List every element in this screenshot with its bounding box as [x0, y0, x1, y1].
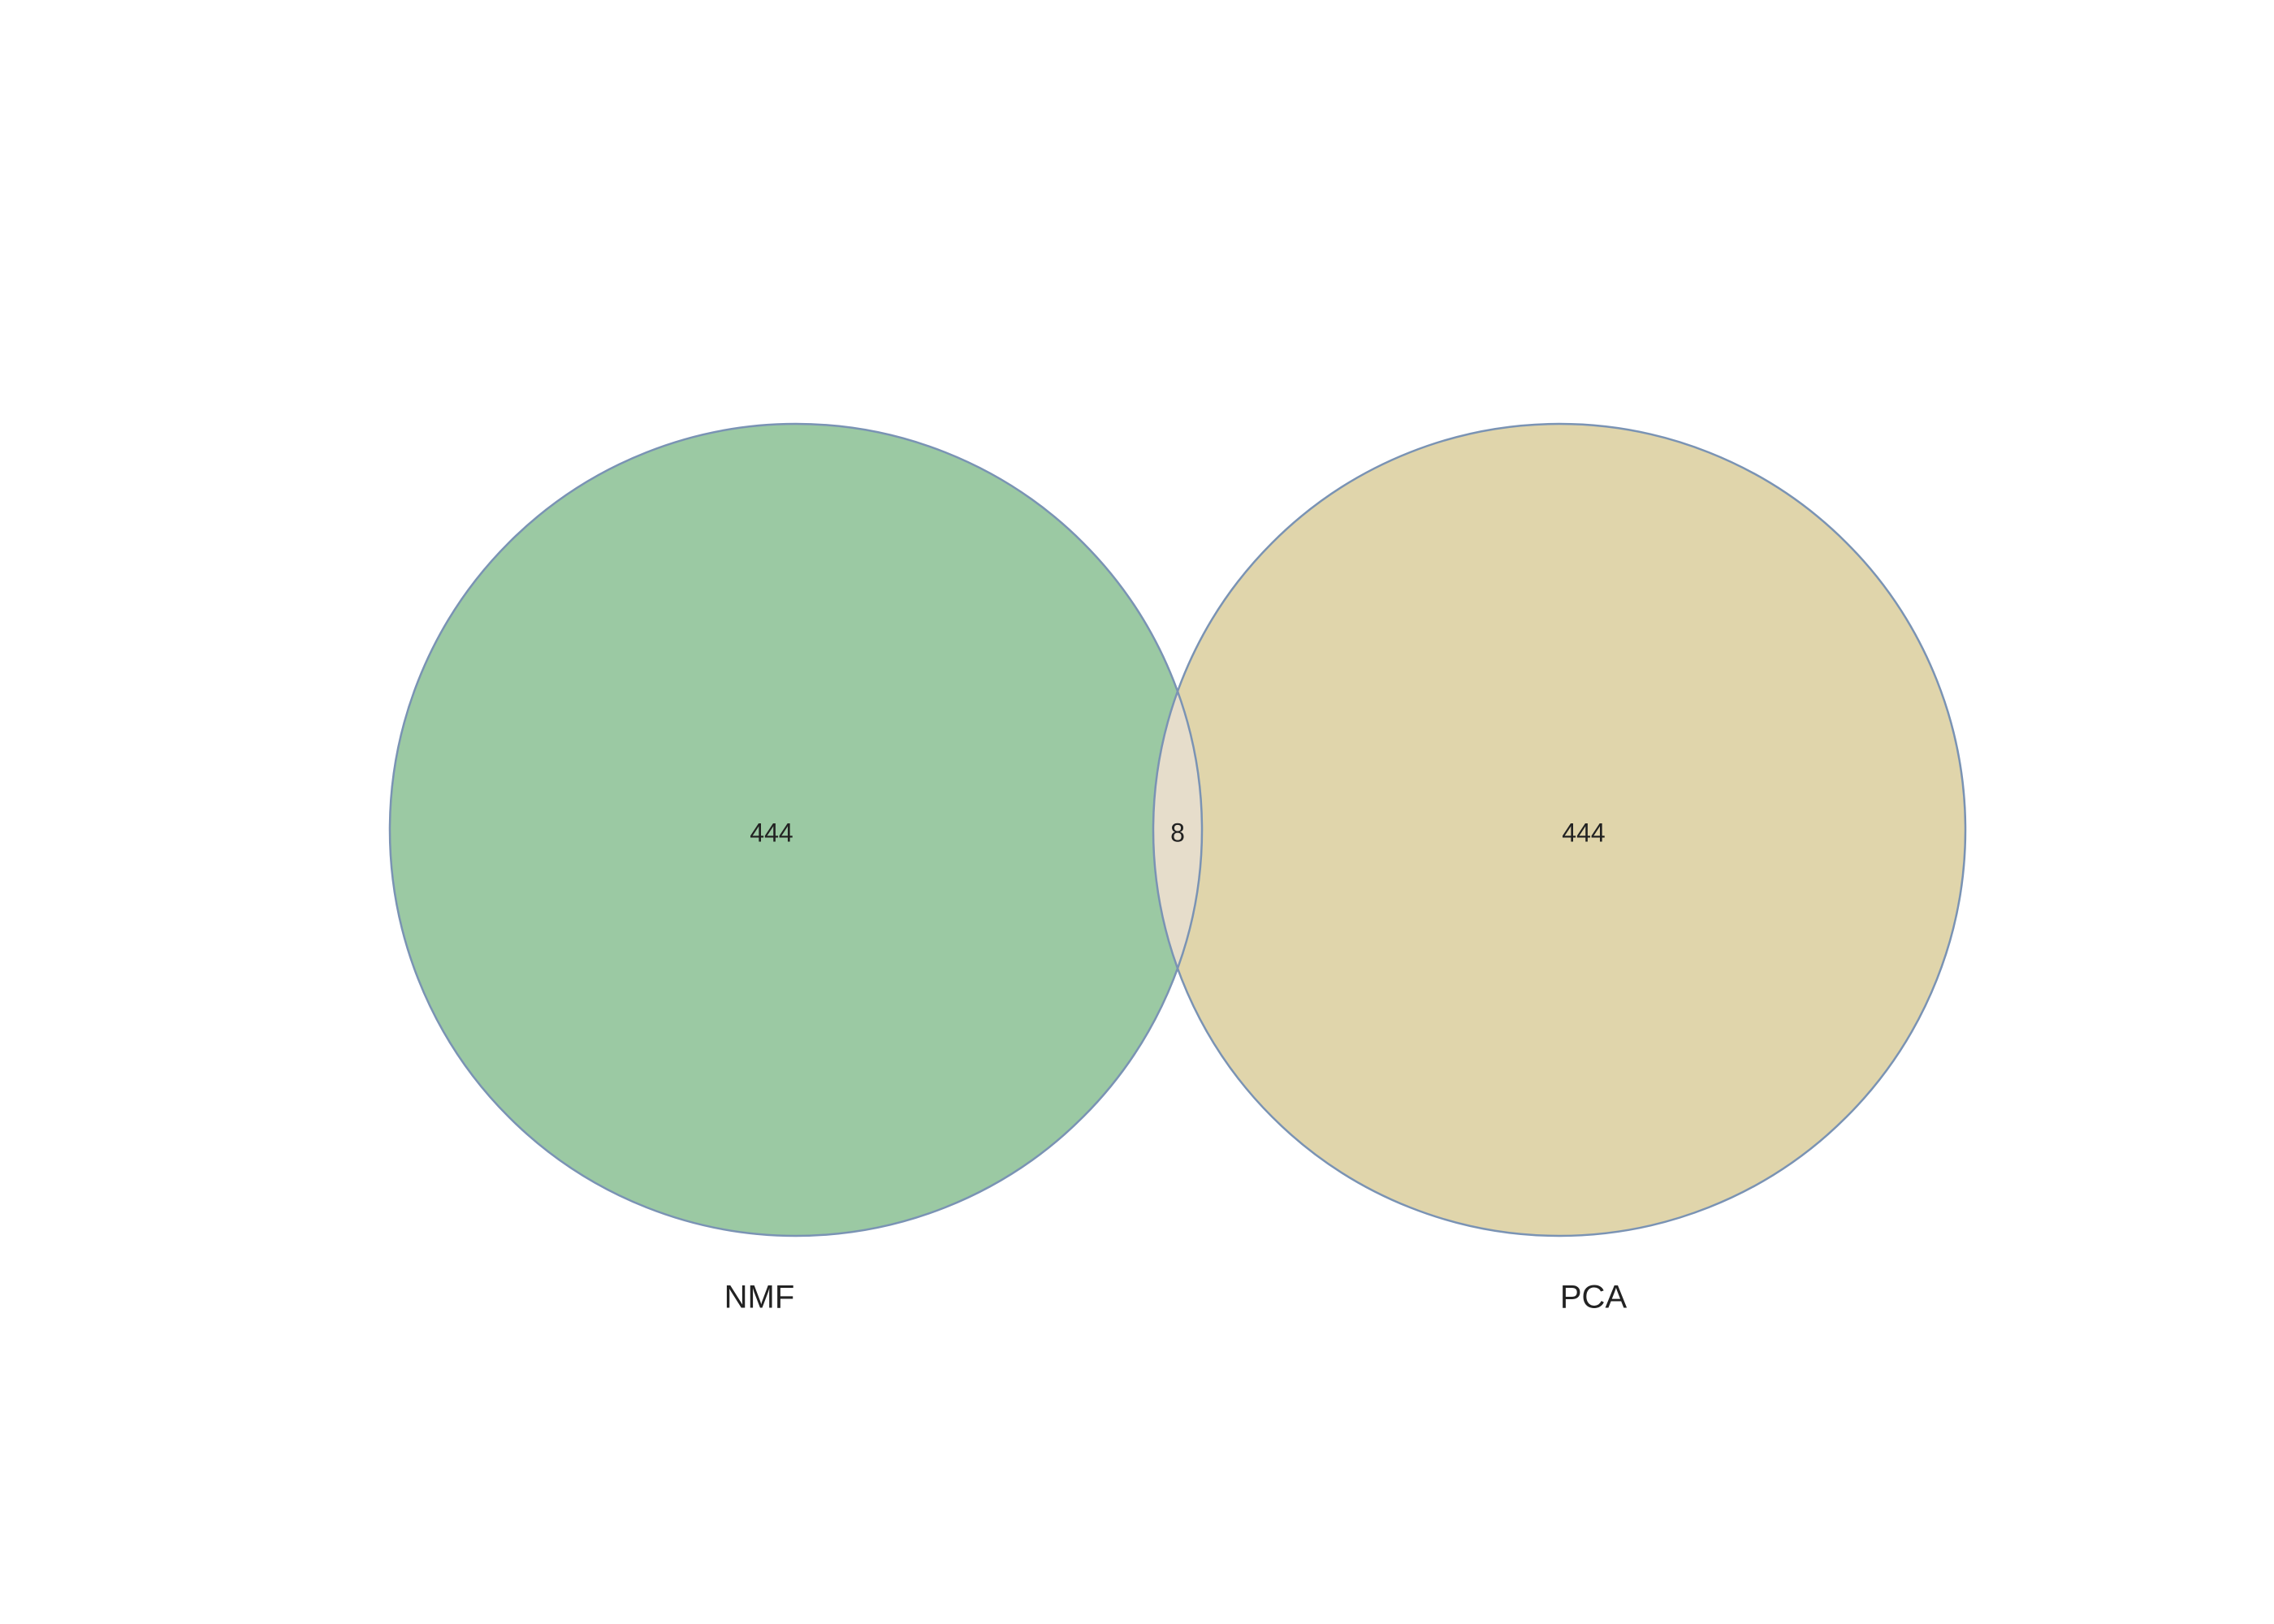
pca-circle — [1153, 424, 1965, 1236]
nmf-circle-outline — [388, 422, 1204, 1237]
intersection-count: 8 — [1170, 818, 1185, 847]
nmf-only-count: 444 — [750, 818, 793, 847]
pca-set-label: PCA — [1560, 1280, 1628, 1315]
pca-only-count: 444 — [1562, 818, 1605, 847]
nmf-set-label: NMF — [724, 1280, 795, 1315]
nmf-circle — [390, 424, 1202, 1236]
pca-circle-outline — [1152, 422, 1967, 1237]
